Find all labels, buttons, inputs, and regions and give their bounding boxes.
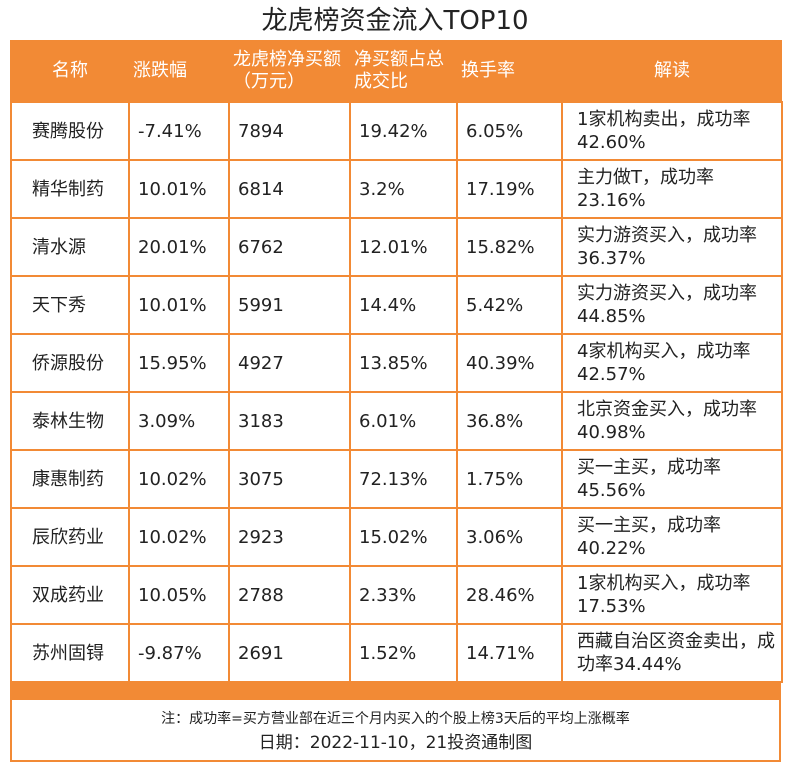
stock-name-cell: 苏州固锝 (10, 623, 130, 683)
change-pct-cell: 10.05% (128, 565, 230, 625)
stock-name-cell: 天下秀 (10, 275, 130, 335)
table-row: 泰林生物 3.09% 3183 6.01% 36.8% 北京资金买入，成功率40.98% (10, 391, 783, 451)
table-row: 辰欣药业 10.02% 2923 15.02% 3.06% 买一主买，成功率40.22% (10, 507, 783, 567)
table-row: 精华制药 10.01% 6814 3.2% 17.19% 主力做T，成功率23.16% (10, 159, 783, 219)
interpretation-cell: 买一主买，成功率40.22% (561, 507, 783, 567)
header-name: 名称 (11, 40, 129, 102)
net-buy-cell: 6814 (228, 159, 351, 219)
net-buy-cell: 5991 (228, 275, 351, 335)
turnover-cell: 36.8% (456, 391, 563, 451)
table-row: 赛腾股份 -7.41% 7894 19.42% 6.05% 1家机构卖出，成功率42.60… (10, 101, 783, 161)
net-ratio-cell: 19.42% (349, 101, 458, 161)
header-change: 涨跌幅 (129, 40, 229, 102)
net-buy-cell: 2788 (228, 565, 351, 625)
turnover-cell: 1.75% (456, 449, 563, 509)
net-ratio-cell: 6.01% (349, 391, 458, 451)
header-net-buy: 龙虎榜净买额（万元） (229, 40, 350, 102)
change-pct-cell: 10.01% (128, 275, 230, 335)
interpretation-cell: 1家机构买入，成功率17.53% (561, 565, 783, 625)
interpretation-cell: 西藏自治区资金卖出，成功率34.44% (561, 623, 783, 683)
turnover-cell: 6.05% (456, 101, 563, 161)
interpretation-cell: 北京资金买入，成功率40.98% (561, 391, 783, 451)
header-net-ratio: 净买额占总成交比 (350, 40, 457, 102)
change-pct-cell: -7.41% (128, 101, 230, 161)
date-credit: 日期：2022-11-10，21投资通制图 (258, 733, 533, 753)
net-ratio-cell: 13.85% (349, 333, 458, 393)
net-ratio-cell: 15.02% (349, 507, 458, 567)
interpretation-cell: 1家机构卖出，成功率42.60% (561, 101, 783, 161)
net-ratio-cell: 3.2% (349, 159, 458, 219)
table-row: 双成药业 10.05% 2788 2.33% 28.46% 1家机构买入，成功率17.53… (10, 565, 783, 625)
stock-name-cell: 辰欣药业 (10, 507, 130, 567)
stock-name-cell: 侨源股份 (10, 333, 130, 393)
page-title: 龙虎榜资金流入TOP10 (261, 6, 529, 36)
turnover-cell: 3.06% (456, 507, 563, 567)
stock-name-cell: 泰林生物 (10, 391, 130, 451)
net-buy-cell: 3075 (228, 449, 351, 509)
turnover-cell: 28.46% (456, 565, 563, 625)
net-ratio-cell: 72.13% (349, 449, 458, 509)
change-pct-cell: 20.01% (128, 217, 230, 277)
change-pct-cell: 15.95% (128, 333, 230, 393)
footnote: 注：成功率=买方营业部在近三个月内买入的个股上榜3天后的平均上涨概率 (161, 711, 630, 727)
stock-name-cell: 清水源 (10, 217, 130, 277)
change-pct-cell: 10.02% (128, 449, 230, 509)
net-buy-cell: 2691 (228, 623, 351, 683)
header-interpretation: 解读 (562, 40, 782, 102)
change-pct-cell: 10.01% (128, 159, 230, 219)
interpretation-cell: 4家机构买入，成功率42.57% (561, 333, 783, 393)
net-ratio-cell: 2.33% (349, 565, 458, 625)
net-buy-cell: 7894 (228, 101, 351, 161)
turnover-cell: 17.19% (456, 159, 563, 219)
turnover-cell: 40.39% (456, 333, 563, 393)
header-turnover: 换手率 (457, 40, 562, 102)
interpretation-cell: 买一主买，成功率45.56% (561, 449, 783, 509)
table-row: 康惠制药 10.02% 3075 72.13% 1.75% 买一主买，成功率45.56% (10, 449, 783, 509)
stock-name-cell: 康惠制药 (10, 449, 130, 509)
footer: 注：成功率=买方营业部在近三个月内买入的个股上榜3天后的平均上涨概率 日期：20… (12, 700, 779, 760)
net-buy-cell: 2923 (228, 507, 351, 567)
turnover-cell: 14.71% (456, 623, 563, 683)
change-pct-cell: 10.02% (128, 507, 230, 567)
interpretation-cell: 实力游资买入，成功率36.37% (561, 217, 783, 277)
stock-name-cell: 赛腾股份 (10, 101, 130, 161)
turnover-cell: 5.42% (456, 275, 563, 335)
table-row: 苏州固锝 -9.87% 2691 1.52% 14.71% 西藏自治区资金卖出，成功率34… (10, 623, 783, 683)
stock-name-cell: 双成药业 (10, 565, 130, 625)
stock-name-cell: 精华制药 (10, 159, 130, 219)
turnover-cell: 15.82% (456, 217, 563, 277)
net-buy-cell: 3183 (228, 391, 351, 451)
change-pct-cell: -9.87% (128, 623, 230, 683)
data-table: 名称 涨跌幅 龙虎榜净买额（万元） 净买额占总成交比 换手率 解读 赛腾股份 -7… (10, 40, 783, 683)
table-header-row: 名称 涨跌幅 龙虎榜净买额（万元） 净买额占总成交比 换手率 解读 (11, 40, 782, 102)
interpretation-cell: 实力游资买入，成功率44.85% (561, 275, 783, 335)
table-row: 清水源 20.01% 6762 12.01% 15.82% 实力游资买入，成功率36.37… (10, 217, 783, 277)
table-row: 天下秀 10.01% 5991 14.4% 5.42% 实力游资买入，成功率44.85% (10, 275, 783, 335)
interpretation-cell: 主力做T，成功率23.16% (561, 159, 783, 219)
net-buy-cell: 6762 (228, 217, 351, 277)
net-ratio-cell: 12.01% (349, 217, 458, 277)
change-pct-cell: 3.09% (128, 391, 230, 451)
net-ratio-cell: 1.52% (349, 623, 458, 683)
net-ratio-cell: 14.4% (349, 275, 458, 335)
table-row: 侨源股份 15.95% 4927 13.85% 40.39% 4家机构买入，成功率42.5… (10, 333, 783, 393)
net-buy-cell: 4927 (228, 333, 351, 393)
